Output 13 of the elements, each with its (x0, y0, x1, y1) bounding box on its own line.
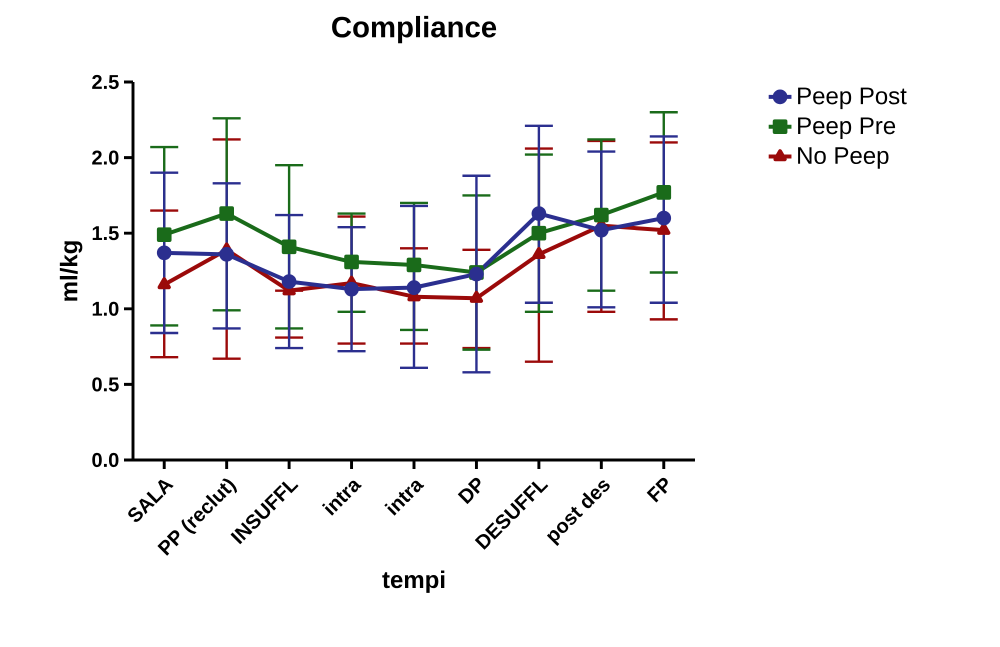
chart-title: Compliance (332, 16, 496, 44)
y-tick-label: 0.0 (92, 452, 118, 468)
y-axis-title: ml/kg (60, 241, 82, 301)
x-tick-label: FP (646, 478, 668, 503)
x-axis-title: tempi (382, 570, 444, 593)
y-tick-label: 1.0 (92, 302, 118, 316)
y-tick-label: 1.5 (92, 226, 119, 240)
y-tick-label: 0.5 (92, 377, 119, 392)
y-tick-label: 2.0 (92, 150, 118, 165)
legend-label: Peep Post (798, 88, 907, 110)
legend-label: Peep Pre (798, 117, 896, 139)
legend-label: No Peep (798, 147, 888, 169)
y-tick-label: 2.5 (92, 74, 119, 90)
